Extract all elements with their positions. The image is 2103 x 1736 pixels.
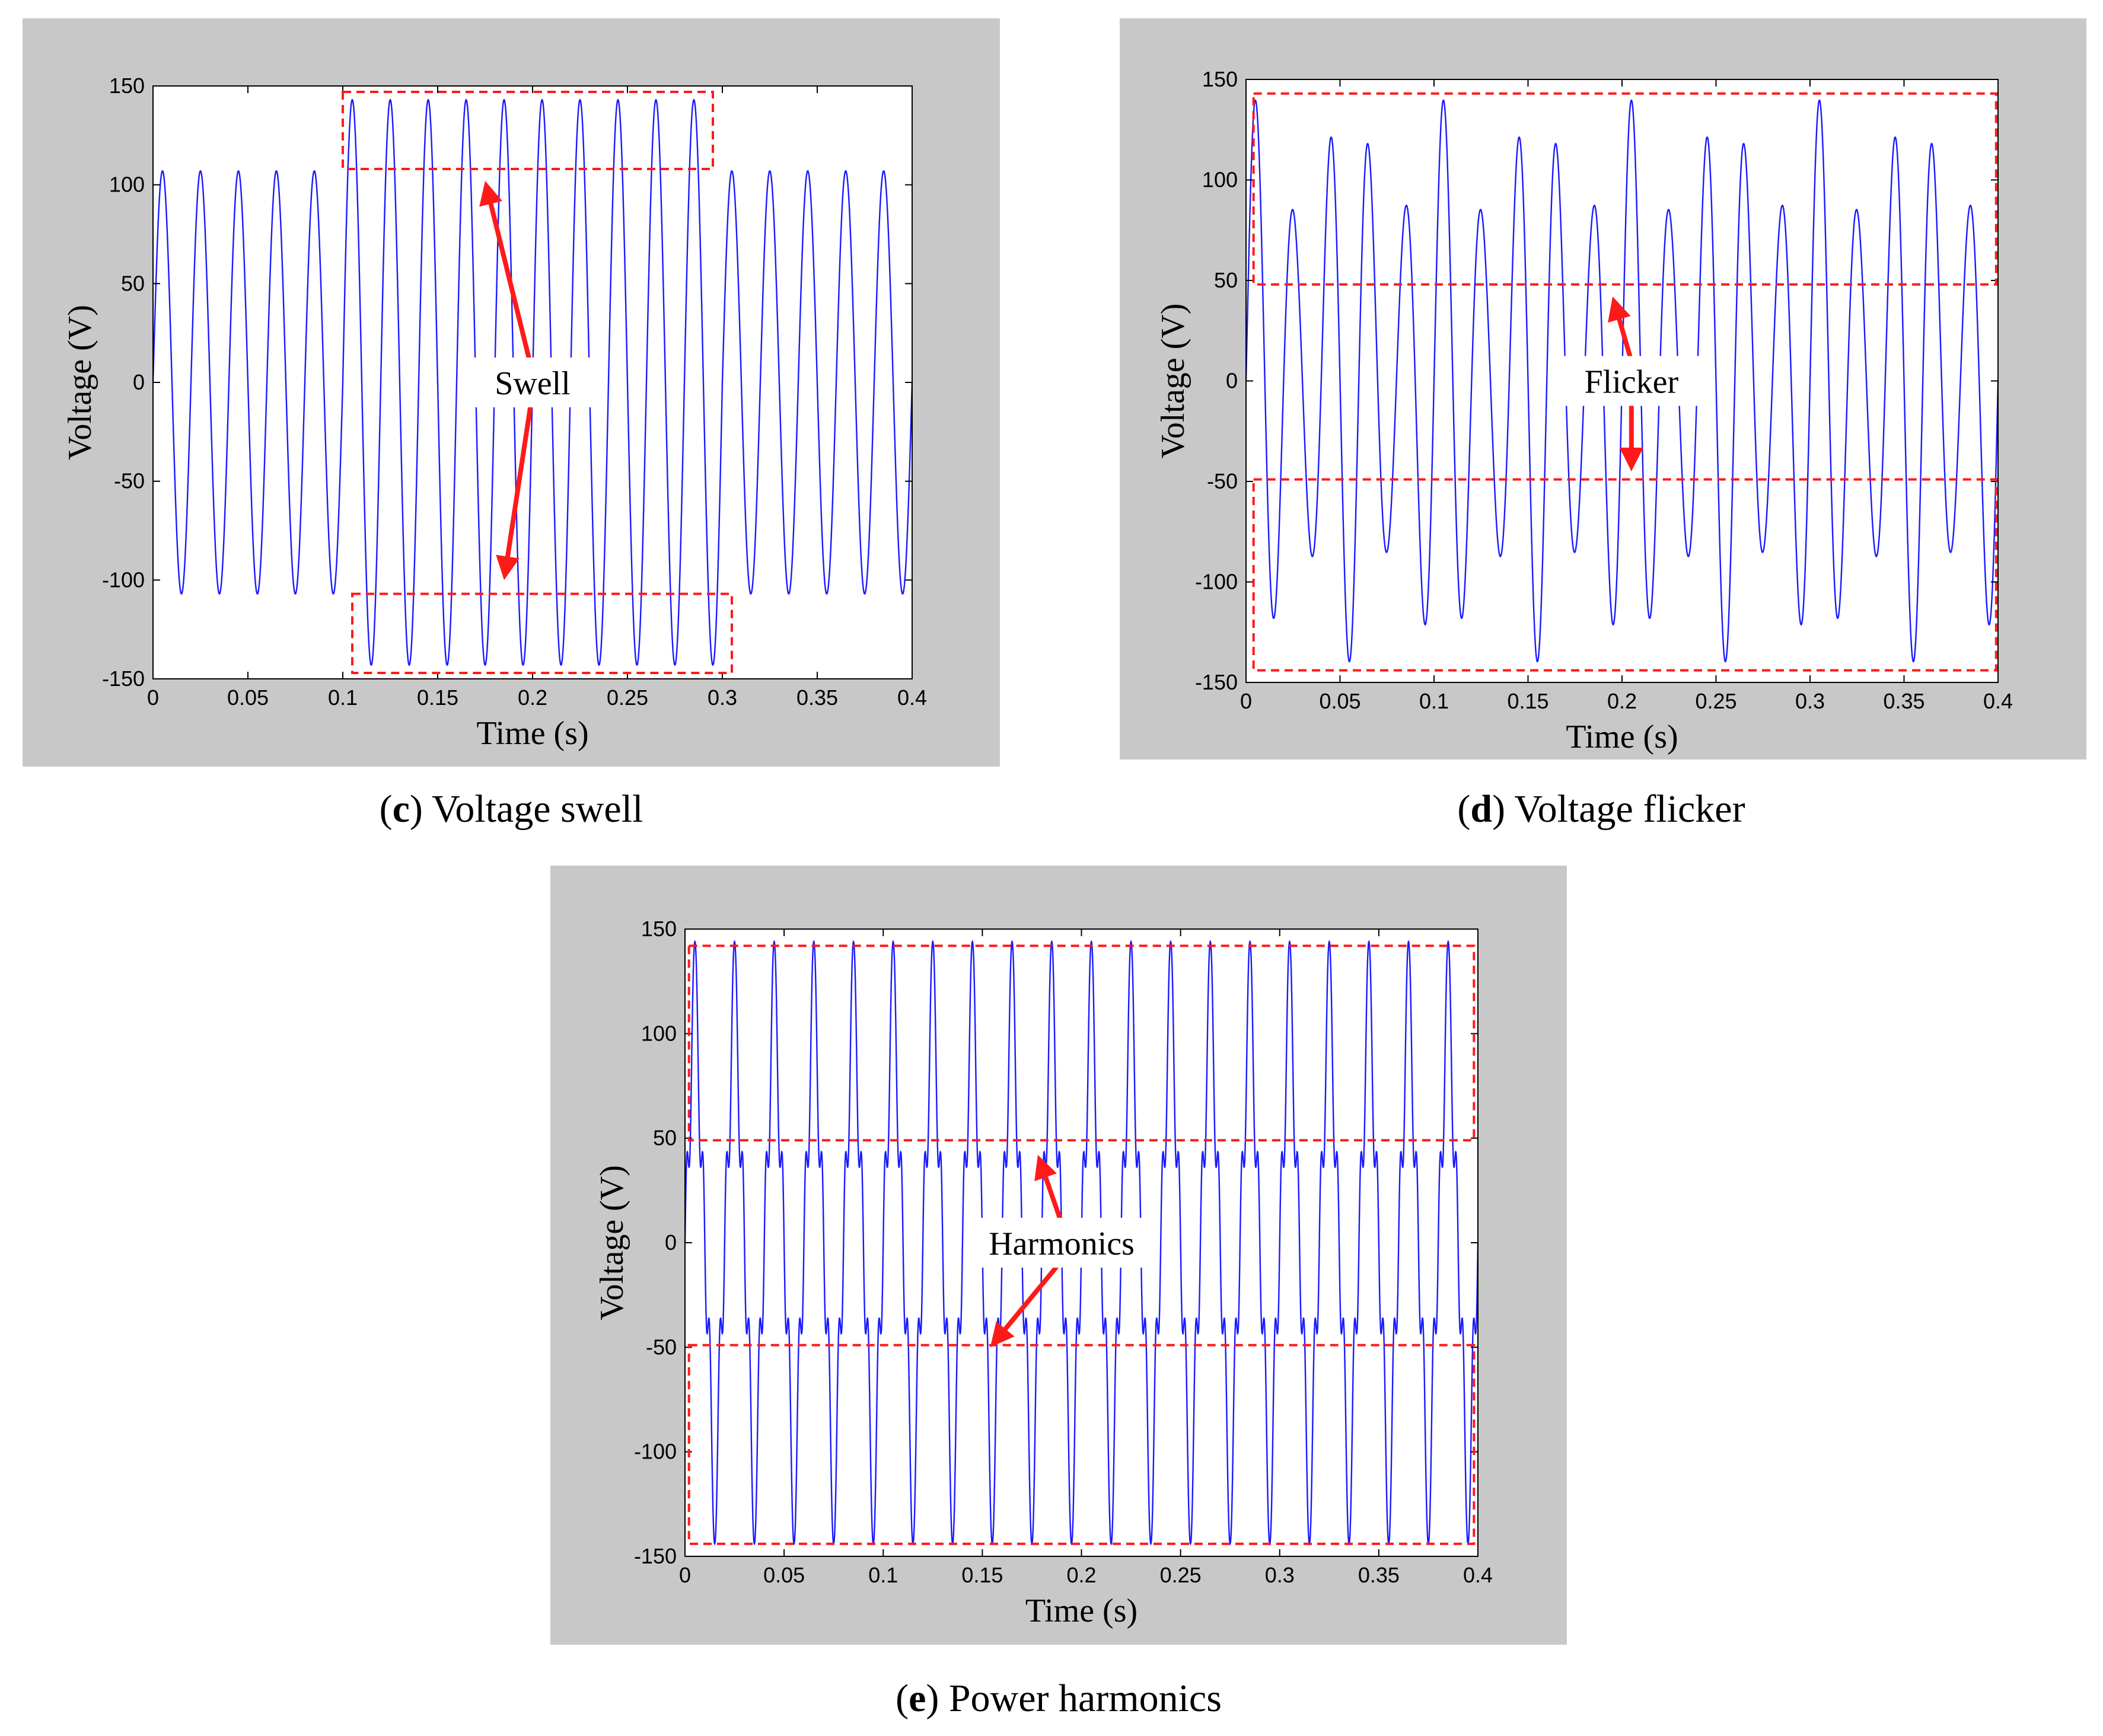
highlight-region bbox=[1252, 92, 1997, 286]
annotation-label-box bbox=[473, 358, 592, 407]
annotation-label-box bbox=[967, 1218, 1157, 1268]
annotation-arrowhead bbox=[1619, 448, 1643, 472]
y-tick-label: 0 bbox=[665, 1230, 677, 1255]
x-tick-label: 0.3 bbox=[708, 685, 737, 710]
y-tick-label: 50 bbox=[121, 271, 145, 295]
x-tick-label: 0.1 bbox=[1419, 689, 1449, 713]
annotation-label: Harmonics bbox=[989, 1226, 1135, 1262]
annotation-arrow bbox=[505, 405, 533, 559]
y-tick-label: -100 bbox=[102, 567, 145, 592]
x-tick-label: 0.35 bbox=[796, 685, 838, 710]
chart-panel-voltage-swell: 0 0.05 0.1 0.15 0.2 0.25 0.3 0.35 0.4 150 100 50 0 -5… bbox=[23, 18, 1000, 767]
x-tick-label: 0.15 bbox=[961, 1563, 1003, 1587]
y-axis-label: Voltage (V) bbox=[1155, 304, 1191, 459]
x-tick-label: 0.25 bbox=[607, 685, 648, 710]
x-tick-label: 0.1 bbox=[328, 685, 358, 710]
caption-voltage-swell: (c) Voltage swell bbox=[379, 787, 643, 831]
y-tick-label: 0 bbox=[133, 370, 145, 394]
x-tick-label: 0.15 bbox=[1507, 689, 1548, 713]
x-tick-label: 0.05 bbox=[227, 685, 269, 710]
caption-letter: e bbox=[909, 1677, 926, 1720]
caption-letter: d bbox=[1470, 787, 1493, 831]
chart-panel-power-harmonics: 0 0.05 0.1 0.15 0.2 0.25 0.3 0.35 0.4 150 100 50 0 -5… bbox=[550, 866, 1567, 1645]
y-tick-label: 150 bbox=[109, 74, 145, 98]
y-tick-label: -50 bbox=[114, 469, 145, 493]
y-tick-label: 0 bbox=[1226, 369, 1238, 393]
caption-letter: c bbox=[392, 787, 410, 831]
x-axis-label: Time (s) bbox=[1025, 1593, 1137, 1629]
x-tick-label: 0.4 bbox=[897, 685, 927, 710]
annotation-arrowhead bbox=[1034, 1154, 1057, 1182]
x-tick-label: 0.3 bbox=[1265, 1563, 1295, 1587]
x-axis-label: Time (s) bbox=[476, 715, 588, 752]
y-tick-label: -150 bbox=[102, 666, 145, 691]
y-tick-label: 150 bbox=[1202, 67, 1238, 91]
x-tick-label: 0.2 bbox=[1066, 1563, 1096, 1587]
y-tick-label: 100 bbox=[641, 1021, 677, 1045]
y-tick-label: -100 bbox=[634, 1440, 677, 1464]
y-tick-label: -150 bbox=[1195, 670, 1238, 694]
annotation-arrowhead bbox=[479, 181, 503, 207]
x-tick-label: 0.3 bbox=[1795, 689, 1825, 713]
y-tick-label: 100 bbox=[1202, 168, 1238, 192]
caption-text: Voltage swell bbox=[432, 787, 643, 831]
highlight-region bbox=[1252, 478, 1997, 672]
annotation-arrow bbox=[488, 201, 531, 360]
x-tick-label: 0 bbox=[147, 685, 159, 710]
x-tick-label: 0.25 bbox=[1160, 1563, 1202, 1587]
x-tick-label: 0.2 bbox=[518, 685, 547, 710]
x-tick-label: 0.4 bbox=[1463, 1563, 1493, 1587]
caption-power-harmonics: (e) Power harmonics bbox=[896, 1677, 1222, 1720]
x-tick-label: 0 bbox=[1240, 689, 1252, 713]
annotation-arrow bbox=[1043, 1175, 1062, 1220]
y-tick-label: 50 bbox=[653, 1126, 677, 1150]
x-tick-label: 0.35 bbox=[1358, 1563, 1400, 1587]
caption-text: Voltage flicker bbox=[1514, 787, 1745, 831]
y-axis-label: Voltage (V) bbox=[62, 305, 98, 460]
y-tick-label: 50 bbox=[1214, 268, 1238, 292]
x-tick-label: 0.25 bbox=[1695, 689, 1736, 713]
x-tick-label: 0.2 bbox=[1607, 689, 1637, 713]
chart-power-harmonics: 0 0.05 0.1 0.15 0.2 0.25 0.3 0.35 0.4 150 100 50 0 -5… bbox=[594, 917, 1493, 1629]
annotation-label: Swell bbox=[495, 365, 571, 402]
annotation-arrow bbox=[1003, 1265, 1059, 1332]
y-tick-label: -50 bbox=[646, 1335, 677, 1359]
chart-voltage-swell: 0 0.05 0.1 0.15 0.2 0.25 0.3 0.35 0.4 150 100 50 0 -5… bbox=[62, 74, 927, 752]
x-tick-label: 0.05 bbox=[1319, 689, 1360, 713]
chart-voltage-flicker: 0 0.05 0.1 0.15 0.2 0.25 0.3 0.35 0.4 150 100 50 0 -5… bbox=[1155, 67, 2013, 755]
y-tick-label: -50 bbox=[1207, 469, 1238, 493]
caption-text: Power harmonics bbox=[948, 1677, 1222, 1720]
y-tick-label: -150 bbox=[634, 1544, 677, 1568]
annotation-arrowhead bbox=[1608, 296, 1631, 323]
annotation-arrow bbox=[1617, 317, 1633, 359]
highlight-region bbox=[687, 944, 1476, 1142]
x-tick-label: 0.35 bbox=[1883, 689, 1924, 713]
y-tick-label: 100 bbox=[109, 173, 145, 197]
x-tick-label: 0.1 bbox=[868, 1563, 898, 1587]
caption-voltage-flicker: (d) Voltage flicker bbox=[1457, 787, 1745, 831]
y-tick-label: -100 bbox=[1195, 570, 1238, 594]
highlight-region bbox=[351, 592, 733, 675]
x-axis-label: Time (s) bbox=[1566, 719, 1678, 755]
y-axis-label: Voltage (V) bbox=[594, 1165, 630, 1320]
chart-panel-voltage-flicker: 0 0.05 0.1 0.15 0.2 0.25 0.3 0.35 0.4 150 100 50 0 -5… bbox=[1120, 18, 2086, 760]
x-tick-label: 0.05 bbox=[763, 1563, 805, 1587]
annotation-label-box bbox=[1554, 356, 1709, 406]
x-tick-label: 0.4 bbox=[1983, 689, 2013, 713]
highlight-region bbox=[342, 91, 714, 170]
annotation-arrowhead bbox=[496, 554, 520, 580]
x-tick-label: 0.15 bbox=[417, 685, 458, 710]
x-tick-label: 0 bbox=[679, 1563, 691, 1587]
y-tick-label: 150 bbox=[641, 917, 677, 941]
annotation-label: Flicker bbox=[1585, 364, 1679, 401]
annotation-arrowhead bbox=[990, 1321, 1015, 1348]
